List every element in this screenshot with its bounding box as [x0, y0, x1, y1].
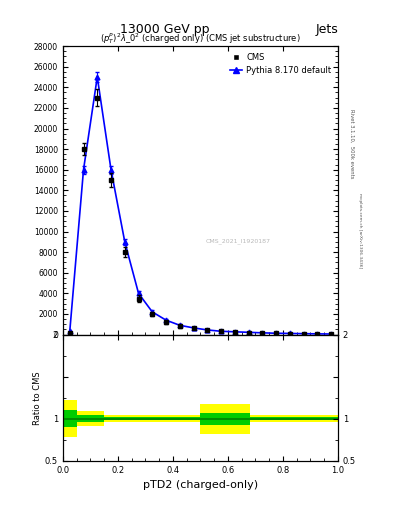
Legend: CMS, Pythia 8.170 default: CMS, Pythia 8.170 default [227, 50, 334, 77]
Y-axis label: Ratio to CMS: Ratio to CMS [33, 371, 42, 424]
Text: Jets: Jets [316, 23, 339, 36]
Text: mcplots.cern.ch [arXiv:1306.3436]: mcplots.cern.ch [arXiv:1306.3436] [358, 193, 362, 268]
Text: 13000 GeV pp: 13000 GeV pp [120, 23, 210, 36]
X-axis label: pTD2 (charged-only): pTD2 (charged-only) [143, 480, 258, 490]
Title: $(p_T^P)^2\lambda\_0^2$ (charged only) (CMS jet substructure): $(p_T^P)^2\lambda\_0^2$ (charged only) (… [100, 31, 301, 46]
Text: Rivet 3.1.10,  500k events: Rivet 3.1.10, 500k events [349, 109, 354, 178]
Text: CMS_2021_I1920187: CMS_2021_I1920187 [206, 238, 271, 244]
